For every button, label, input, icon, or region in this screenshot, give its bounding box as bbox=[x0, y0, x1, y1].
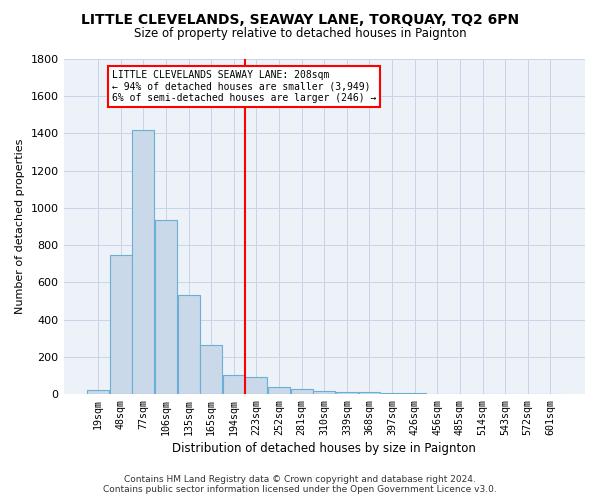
Text: Size of property relative to detached houses in Paignton: Size of property relative to detached ho… bbox=[134, 28, 466, 40]
Text: Contains HM Land Registry data © Crown copyright and database right 2024.
Contai: Contains HM Land Registry data © Crown c… bbox=[103, 474, 497, 494]
X-axis label: Distribution of detached houses by size in Paignton: Distribution of detached houses by size … bbox=[172, 442, 476, 455]
Bar bbox=[268, 387, 290, 394]
Bar bbox=[155, 220, 177, 394]
Bar bbox=[178, 296, 200, 394]
Text: LITTLE CLEVELANDS SEAWAY LANE: 208sqm
← 94% of detached houses are smaller (3,94: LITTLE CLEVELANDS SEAWAY LANE: 208sqm ← … bbox=[112, 70, 376, 103]
Y-axis label: Number of detached properties: Number of detached properties bbox=[15, 139, 25, 314]
Bar bbox=[110, 256, 132, 394]
Bar bbox=[336, 392, 358, 394]
Bar bbox=[87, 390, 109, 394]
Bar bbox=[359, 392, 380, 394]
Bar bbox=[223, 374, 245, 394]
Bar bbox=[291, 389, 313, 394]
Text: LITTLE CLEVELANDS, SEAWAY LANE, TORQUAY, TQ2 6PN: LITTLE CLEVELANDS, SEAWAY LANE, TORQUAY,… bbox=[81, 12, 519, 26]
Bar bbox=[245, 377, 268, 394]
Bar bbox=[313, 391, 335, 394]
Bar bbox=[133, 130, 154, 394]
Bar bbox=[200, 345, 222, 394]
